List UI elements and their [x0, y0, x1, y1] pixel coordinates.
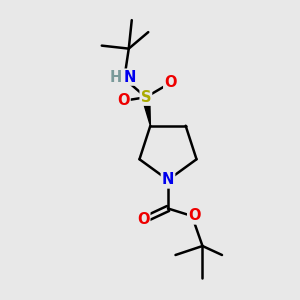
Polygon shape [142, 97, 150, 126]
Text: O: O [117, 93, 130, 108]
Text: O: O [137, 212, 149, 226]
Text: H: H [110, 70, 122, 85]
Text: O: O [188, 208, 201, 224]
Text: N: N [162, 172, 174, 188]
Text: O: O [164, 75, 177, 90]
Text: N: N [124, 70, 136, 85]
Text: S: S [141, 90, 151, 105]
